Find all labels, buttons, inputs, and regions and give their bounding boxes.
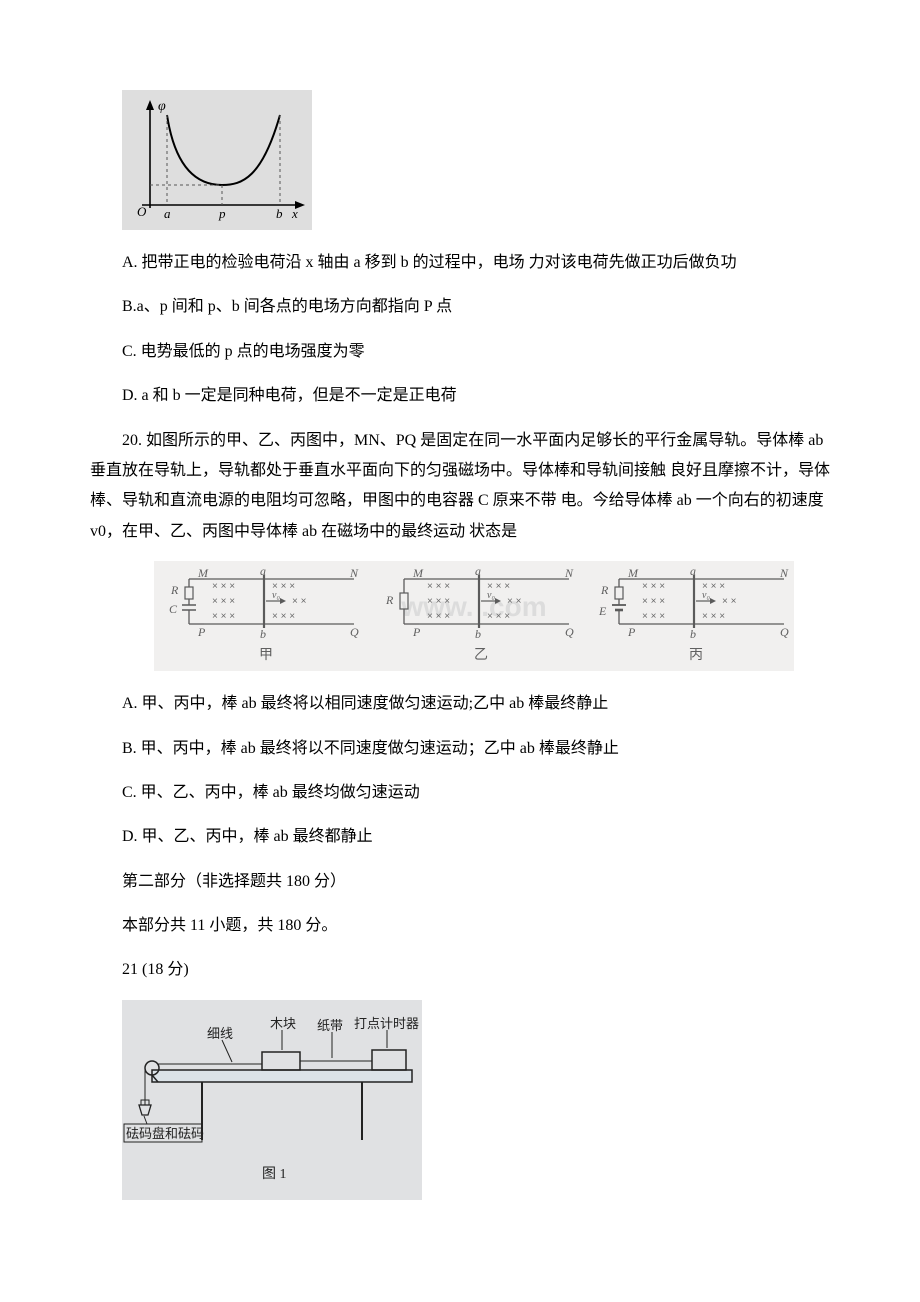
q19-option-C-text: C. 电势最低的 p 点的电场强度为零	[122, 343, 365, 360]
svg-text:a: a	[690, 564, 696, 578]
q20-stem-text: 20. 如图所示的甲、乙、丙图中，MN、PQ 是固定在同一水平面内足够长的平行金…	[90, 432, 830, 540]
svg-text:v₀: v₀	[702, 590, 710, 601]
svg-text:× × ×: × × ×	[427, 596, 450, 607]
svg-text:R: R	[170, 583, 179, 597]
axis-label-a: a	[164, 206, 171, 221]
part2-subtitle: 本部分共 11 小题，共 180 分。	[90, 911, 830, 941]
svg-text:a: a	[260, 564, 266, 578]
svg-text:× × ×: × × ×	[427, 581, 450, 592]
caption-jia: 甲	[259, 648, 273, 663]
q19-graph: φ O a p b x	[122, 90, 312, 230]
figure-q21: 细线 木块 纸带 打点计时器 砝码盘和砝码 图 1	[122, 1000, 830, 1200]
svg-text:a: a	[475, 564, 481, 578]
q20-circuits: www. .com	[154, 561, 794, 671]
q21-heading: 21 (18 分)	[90, 955, 830, 985]
svg-text:R: R	[600, 583, 609, 597]
svg-text:× × ×: × × ×	[702, 611, 725, 622]
svg-text:× ×: × ×	[722, 596, 737, 607]
svg-text:Q: Q	[350, 625, 359, 639]
svg-text:× × ×: × × ×	[272, 611, 295, 622]
axis-label-b: b	[276, 206, 283, 221]
part2-subtitle-text: 本部分共 11 小题，共 180 分。	[122, 917, 337, 934]
svg-text:P: P	[627, 625, 636, 639]
svg-text:R: R	[385, 593, 394, 607]
label-weights: 砝码盘和砝码	[126, 1126, 204, 1141]
svg-text:b: b	[260, 627, 266, 641]
svg-text:× × ×: × × ×	[212, 596, 235, 607]
watermark-text: www. .com	[400, 591, 546, 622]
svg-text:× × ×: × × ×	[212, 581, 235, 592]
caption-bing: 丙	[689, 648, 703, 663]
svg-text:v₀: v₀	[487, 590, 495, 601]
svg-text:× × ×: × × ×	[487, 611, 510, 622]
table-top	[152, 1070, 412, 1082]
q19-option-D-text: D. a 和 b 一定是同种电荷，但是不一定是正电荷	[122, 387, 457, 404]
svg-text:Q: Q	[565, 625, 574, 639]
q20-option-D: D. 甲、乙、丙中，棒 ab 最终都静止	[90, 822, 830, 852]
svg-text:P: P	[412, 625, 421, 639]
q20-option-C-text: C. 甲、乙、丙中，棒 ab 最终均做匀速运动	[122, 784, 420, 801]
svg-text:× ×: × ×	[507, 596, 522, 607]
q20-option-D-text: D. 甲、乙、丙中，棒 ab 最终都静止	[122, 828, 373, 845]
svg-text:P: P	[197, 625, 206, 639]
svg-text:× × ×: × × ×	[427, 611, 450, 622]
svg-text:b: b	[475, 627, 481, 641]
q19-option-B: B.a、p 间和 p、b 间各点的电场方向都指向 P 点	[90, 292, 830, 322]
svg-text:M: M	[627, 566, 639, 580]
axis-label-p: p	[218, 206, 226, 221]
q19-option-B-text: B.a、p 间和 p、b 间各点的电场方向都指向 P 点	[122, 298, 452, 315]
caption-fig1: 图 1	[262, 1167, 287, 1182]
figure-q19: φ O a p b x	[122, 90, 830, 230]
axis-label-O: O	[137, 204, 147, 219]
q20-stem: 20. 如图所示的甲、乙、丙图中，MN、PQ 是固定在同一水平面内足够长的平行金…	[90, 426, 830, 548]
q20-option-B: B. 甲、丙中，棒 ab 最终将以不同速度做匀速运动；乙中 ab 棒最终静止	[90, 734, 830, 764]
q19-option-D: D. a 和 b 一定是同种电荷，但是不一定是正电荷	[90, 381, 830, 411]
label-mukuai: 木块	[270, 1016, 296, 1031]
q20-option-A: A. 甲、丙中，棒 ab 最终将以相同速度做匀速运动;乙中 ab 棒最终静止	[90, 689, 830, 719]
label-timer: 打点计时器	[354, 1016, 419, 1031]
part2-title: 第二部分（非选择题共 180 分）	[90, 867, 830, 897]
svg-text:N: N	[779, 566, 789, 580]
svg-text:N: N	[564, 566, 574, 580]
q21-apparatus: 细线 木块 纸带 打点计时器 砝码盘和砝码 图 1	[122, 1000, 422, 1200]
part2-title-text: 第二部分（非选择题共 180 分）	[122, 873, 346, 890]
axis-label-x: x	[291, 206, 298, 221]
q20-option-A-text: A. 甲、丙中，棒 ab 最终将以相同速度做匀速运动;乙中 ab 棒最终静止	[122, 695, 608, 712]
q19-option-A-text: A. 把带正电的检验电荷沿 x 轴由 a 移到 b 的过程中，电场 力对该电荷先…	[122, 254, 737, 271]
svg-text:× ×: × ×	[292, 596, 307, 607]
caption-yi: 乙	[474, 647, 488, 663]
label-zhidai: 纸带	[317, 1018, 343, 1033]
svg-text:× × ×: × × ×	[642, 581, 665, 592]
svg-text:v₀: v₀	[272, 590, 280, 601]
figure-q20: www. .com	[154, 561, 830, 671]
axis-label-phi: φ	[158, 99, 166, 114]
q20-option-C: C. 甲、乙、丙中，棒 ab 最终均做匀速运动	[90, 778, 830, 808]
q20-option-B-text: B. 甲、丙中，棒 ab 最终将以不同速度做匀速运动；乙中 ab 棒最终静止	[122, 740, 619, 757]
svg-text:× × ×: × × ×	[212, 611, 235, 622]
svg-text:× × ×: × × ×	[642, 596, 665, 607]
svg-text:N: N	[349, 566, 359, 580]
svg-text:b: b	[690, 627, 696, 641]
svg-text:M: M	[412, 566, 424, 580]
svg-text:C: C	[169, 602, 178, 616]
q19-option-A: A. 把带正电的检验电荷沿 x 轴由 a 移到 b 的过程中，电场 力对该电荷先…	[90, 248, 830, 278]
label-xixian: 细线	[207, 1026, 233, 1041]
svg-text:M: M	[197, 566, 209, 580]
svg-text:Q: Q	[780, 625, 789, 639]
q21-heading-text: 21 (18 分)	[122, 961, 189, 978]
svg-text:× × ×: × × ×	[642, 611, 665, 622]
q19-option-C: C. 电势最低的 p 点的电场强度为零	[90, 337, 830, 367]
svg-text:E: E	[598, 604, 607, 618]
